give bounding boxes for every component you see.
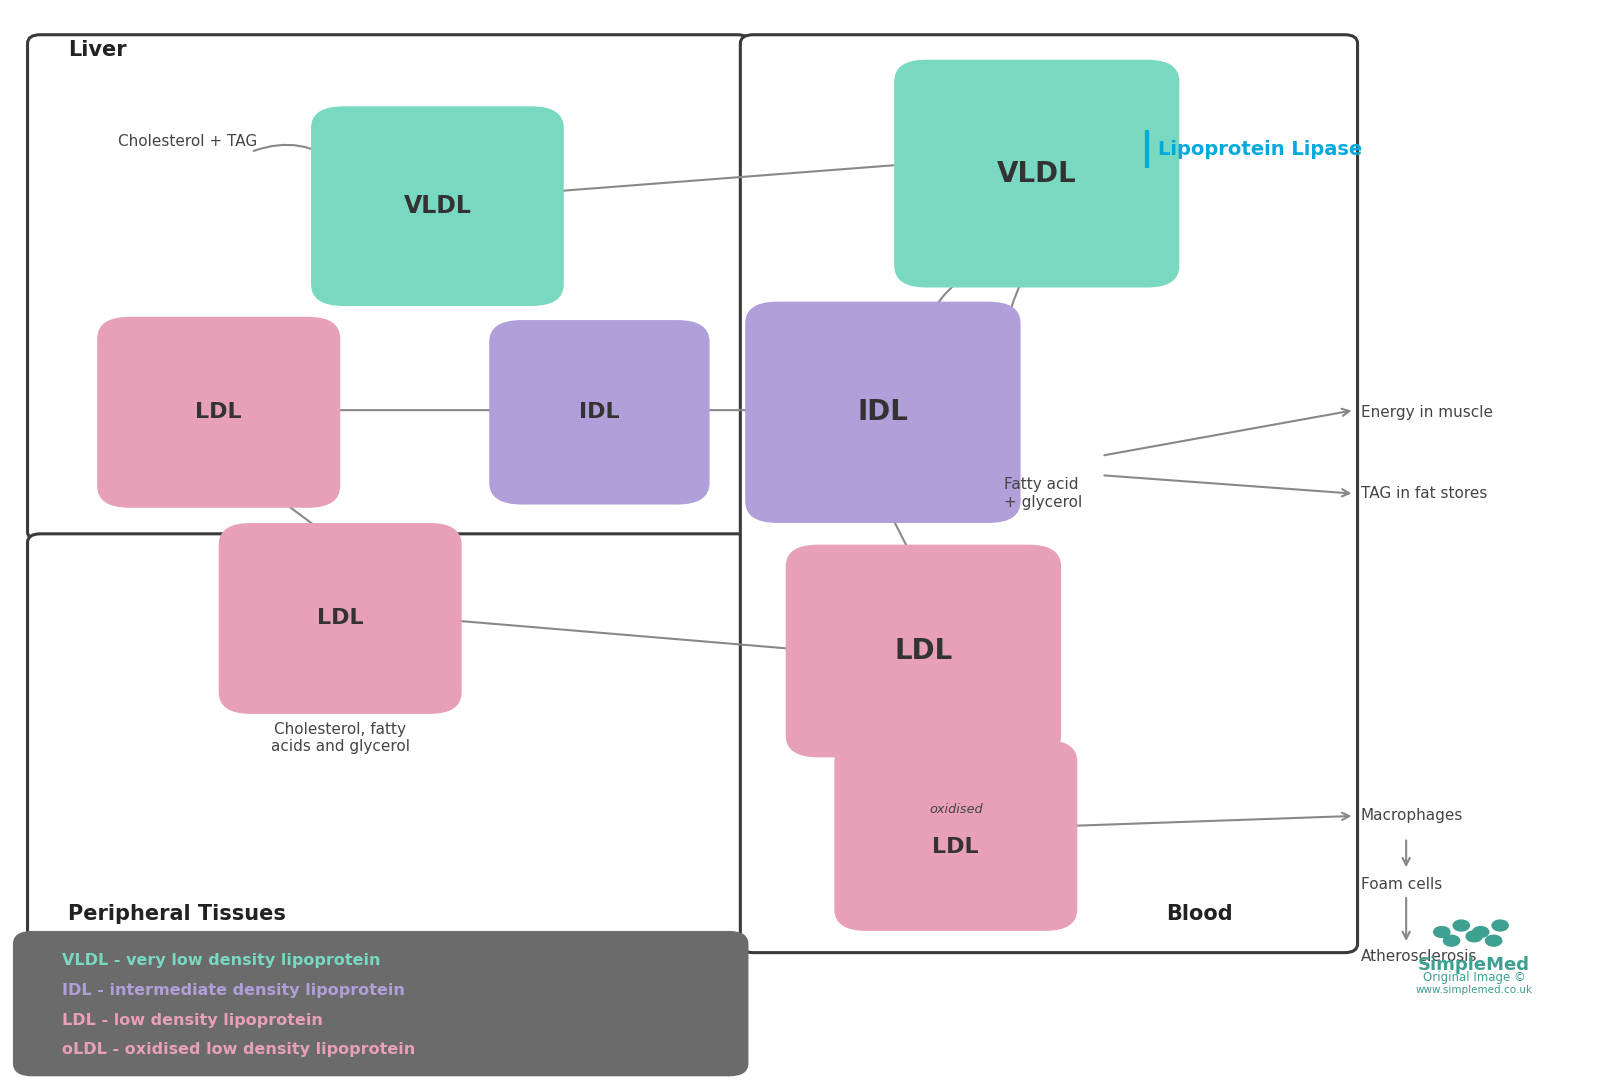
- FancyBboxPatch shape: [311, 106, 564, 306]
- Text: Blood: Blood: [1166, 905, 1233, 924]
- Text: IDL: IDL: [578, 403, 620, 422]
- Text: VLDL: VLDL: [403, 194, 471, 218]
- Text: VLDL: VLDL: [996, 159, 1077, 188]
- Text: SimpleMed: SimpleMed: [1418, 956, 1531, 974]
- Text: VLDL - very low density lipoprotein: VLDL - very low density lipoprotein: [62, 953, 381, 968]
- Text: Lipoprotein Lipase: Lipoprotein Lipase: [1158, 140, 1362, 159]
- FancyBboxPatch shape: [894, 60, 1179, 288]
- Circle shape: [1453, 920, 1469, 931]
- Circle shape: [1486, 935, 1502, 946]
- Text: LDL: LDL: [894, 637, 953, 665]
- Circle shape: [1492, 920, 1508, 931]
- FancyBboxPatch shape: [13, 931, 748, 1076]
- Text: oxidised: oxidised: [928, 803, 983, 816]
- FancyBboxPatch shape: [745, 302, 1021, 523]
- Text: Cholesterol + TAG: Cholesterol + TAG: [118, 133, 258, 149]
- Text: Cholesterol, fatty
acids and glycerol: Cholesterol, fatty acids and glycerol: [271, 722, 410, 754]
- Text: oLDL - oxidised low density lipoprotein: oLDL - oxidised low density lipoprotein: [62, 1043, 415, 1058]
- Circle shape: [1473, 927, 1489, 937]
- FancyBboxPatch shape: [834, 740, 1077, 931]
- FancyBboxPatch shape: [489, 320, 710, 505]
- Text: LDL: LDL: [196, 403, 241, 422]
- FancyBboxPatch shape: [28, 534, 750, 953]
- Text: LDL: LDL: [933, 837, 978, 856]
- FancyBboxPatch shape: [786, 545, 1061, 757]
- Text: Liver: Liver: [68, 40, 126, 60]
- Text: Atherosclerosis: Atherosclerosis: [1361, 949, 1477, 965]
- Text: LDL - low density lipoprotein: LDL - low density lipoprotein: [62, 1012, 322, 1027]
- FancyBboxPatch shape: [28, 35, 750, 540]
- FancyBboxPatch shape: [740, 35, 1358, 953]
- Text: LDL: LDL: [318, 609, 363, 628]
- Text: www.simplemed.co.uk: www.simplemed.co.uk: [1416, 985, 1533, 995]
- Circle shape: [1443, 935, 1460, 946]
- Text: Foam cells: Foam cells: [1361, 877, 1442, 892]
- Text: TAG in fat stores: TAG in fat stores: [1361, 486, 1487, 501]
- Text: IDL - intermediate density lipoprotein: IDL - intermediate density lipoprotein: [62, 983, 405, 998]
- Text: Energy in muscle: Energy in muscle: [1361, 405, 1492, 420]
- Text: Original Image ©: Original Image ©: [1422, 971, 1526, 984]
- Text: Fatty acid
+ glycerol: Fatty acid + glycerol: [1004, 477, 1082, 510]
- FancyBboxPatch shape: [97, 317, 340, 508]
- Circle shape: [1466, 931, 1482, 942]
- Text: IDL: IDL: [857, 398, 909, 426]
- Text: Peripheral Tissues: Peripheral Tissues: [68, 905, 285, 924]
- Text: Macrophages: Macrophages: [1361, 808, 1463, 824]
- Circle shape: [1434, 927, 1450, 937]
- FancyBboxPatch shape: [219, 523, 462, 714]
